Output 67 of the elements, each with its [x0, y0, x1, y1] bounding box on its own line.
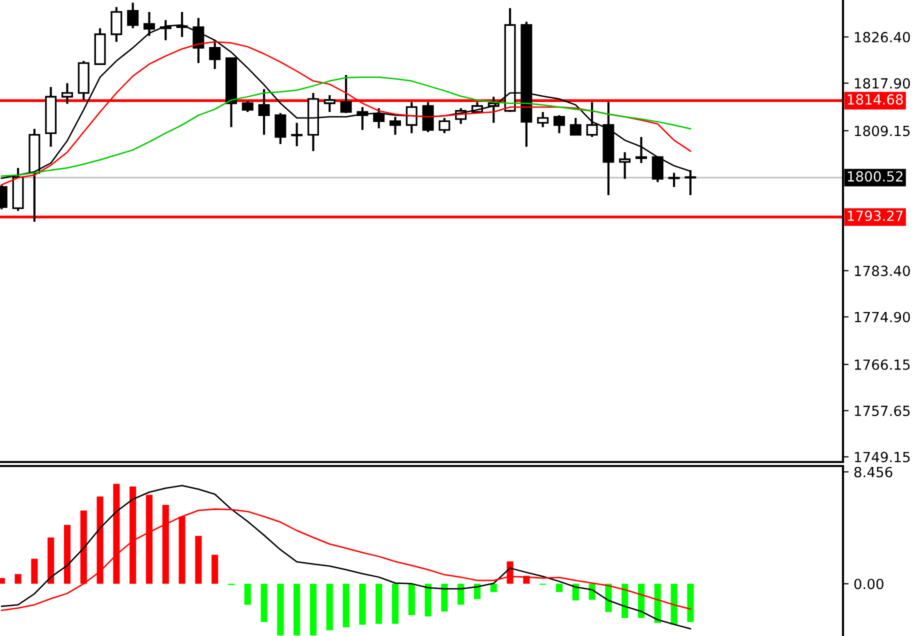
bar: [212, 554, 218, 584]
bar: [556, 584, 563, 592]
y-tick-label: 1817.90: [854, 78, 910, 89]
ref-line-label: 1800.52: [848, 171, 902, 182]
bar: [441, 584, 448, 612]
candlestick: [422, 101, 434, 134]
candlestick: [619, 151, 631, 180]
candlestick: [406, 101, 418, 134]
bar: [326, 584, 333, 630]
bar: [572, 584, 579, 600]
candlestick: [537, 110, 549, 128]
candlestick: [258, 88, 270, 136]
candlestick: [438, 116, 450, 134]
bar: [458, 584, 464, 605]
line-series: [0, 484, 692, 630]
ref-line-label: 1793.27: [848, 210, 903, 222]
y-tick-label: 1757.65: [854, 406, 910, 416]
bar: [48, 537, 54, 584]
bar: [244, 584, 251, 605]
bar: [638, 584, 645, 618]
candlestick: [586, 101, 598, 138]
candlestick: [553, 114, 565, 134]
bar: [14, 574, 22, 584]
candlestick: [61, 82, 73, 105]
bar: [408, 584, 415, 616]
y-tick-label: 1809.15: [854, 126, 910, 136]
candlestick: [127, 2, 139, 30]
candlestick: [110, 6, 122, 43]
bar: [654, 584, 661, 624]
bar: [277, 584, 284, 636]
line-series: [0, 76, 692, 177]
bar: [687, 584, 694, 622]
candlestick: [242, 100, 254, 114]
bar: [195, 536, 202, 584]
bar: [474, 584, 481, 600]
bar: [670, 584, 678, 625]
bar: [178, 516, 186, 584]
candlestick: [290, 122, 303, 148]
bar: [359, 584, 366, 625]
ref-line-label: 1814.68: [848, 94, 903, 105]
candlestick: [340, 74, 352, 114]
y-tick-label: 0.00: [854, 578, 884, 590]
bar: [424, 584, 432, 616]
y-tick-label: 1783.40: [854, 266, 910, 276]
candlestick: [668, 172, 680, 188]
bar: [294, 584, 300, 636]
candlestick: [635, 136, 647, 164]
bar: [622, 584, 628, 618]
y-tick-label: 8.456: [854, 466, 892, 478]
bar: [64, 524, 71, 584]
y-tick-label: 1766.15: [854, 359, 910, 370]
y-tick-label: 1774.90: [854, 312, 910, 322]
bar: [490, 584, 497, 592]
candlestick: [373, 107, 385, 130]
bar: [310, 584, 317, 636]
candlestick: [209, 39, 221, 70]
candlestick: [274, 112, 286, 146]
y-tick-label: 1749.15: [854, 452, 910, 462]
bar: [260, 584, 268, 622]
bar: [342, 584, 350, 628]
bar: [31, 558, 38, 584]
bar: [376, 584, 382, 624]
bar: [392, 584, 399, 624]
candlestick: [324, 94, 336, 114]
candlestick: [570, 116, 582, 136]
candlestick: [389, 116, 401, 136]
y-tick-label: 1826.40: [854, 32, 910, 42]
